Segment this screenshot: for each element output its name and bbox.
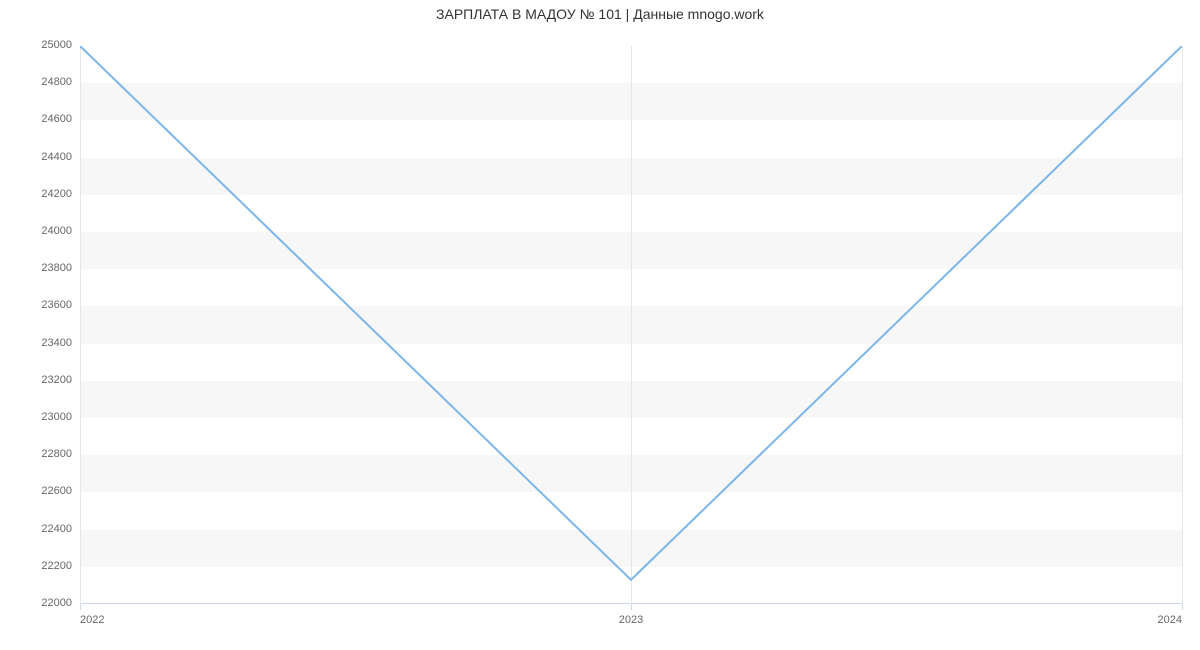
x-tick-label: 2023 bbox=[601, 614, 661, 626]
y-tick-label: 22800 bbox=[0, 448, 72, 460]
x-tick-label: 2022 bbox=[80, 614, 140, 626]
series-line bbox=[80, 46, 1182, 604]
y-tick-label: 23000 bbox=[0, 411, 72, 423]
plot-area bbox=[80, 46, 1182, 604]
chart-title: ЗАРПЛАТА В МАДОУ № 101 | Данные mnogo.wo… bbox=[0, 6, 1200, 22]
y-tick-label: 23800 bbox=[0, 262, 72, 274]
y-tick-label: 24600 bbox=[0, 113, 72, 125]
y-tick-label: 23200 bbox=[0, 374, 72, 386]
x-tick-mark bbox=[631, 604, 632, 610]
y-tick-label: 22200 bbox=[0, 560, 72, 572]
y-tick-label: 24400 bbox=[0, 151, 72, 163]
y-tick-label: 24800 bbox=[0, 76, 72, 88]
x-tick-mark bbox=[1182, 604, 1183, 610]
y-tick-label: 22000 bbox=[0, 597, 72, 609]
y-tick-label: 24000 bbox=[0, 225, 72, 237]
x-tick-label: 2024 bbox=[1122, 614, 1182, 626]
y-tick-label: 25000 bbox=[0, 39, 72, 51]
y-tick-label: 23400 bbox=[0, 337, 72, 349]
y-tick-label: 22600 bbox=[0, 485, 72, 497]
x-tick-mark bbox=[80, 604, 81, 610]
salary-line-chart: ЗАРПЛАТА В МАДОУ № 101 | Данные mnogo.wo… bbox=[0, 0, 1200, 650]
y-tick-label: 22400 bbox=[0, 523, 72, 535]
y-tick-label: 24200 bbox=[0, 188, 72, 200]
y-tick-label: 23600 bbox=[0, 299, 72, 311]
